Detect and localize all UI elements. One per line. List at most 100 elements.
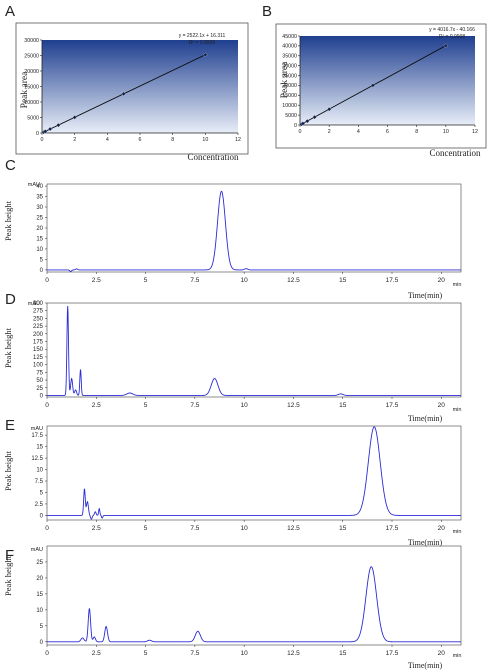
y-tick-label: 10 (36, 468, 43, 474)
data-point (43, 129, 48, 134)
y-tick-label: 12.5 (31, 456, 43, 462)
x-tick-label: 0 (45, 650, 49, 657)
x-tick-label: 8 (415, 129, 418, 135)
x-tick-label: 2.5 (92, 525, 101, 532)
regression-equation: y = 2522.1x + 16.311 (179, 33, 226, 39)
x-tick-label: 20 (438, 277, 446, 284)
y-tick-label: 25 (36, 386, 43, 392)
y-tick-label: 250 (33, 316, 44, 322)
r-squared-value: R² = 0.9999 (189, 40, 215, 46)
data-point (312, 114, 317, 120)
y-tick-label: 25000 (24, 53, 39, 59)
y-tick-label: 2.5 (35, 502, 44, 508)
x-tick-label: 10 (241, 277, 249, 284)
x-axis-label: Time(min) (408, 291, 443, 300)
data-marks (41, 52, 208, 135)
x-tick-label: 2.5 (92, 277, 101, 284)
data-point (72, 115, 77, 120)
x-tick-label: 2 (73, 137, 76, 143)
panel-letter-c: C (5, 157, 16, 174)
x-tick-label: 0 (45, 402, 49, 409)
chromatogram-trace (47, 306, 461, 396)
chromatogram-d: mAU Peak height Time(min) min 0255075100… (3, 301, 461, 423)
x-tick-label: 12.5 (287, 402, 300, 409)
panel-letter-f: F (5, 547, 14, 564)
y-unit-label: mAU (28, 301, 40, 307)
axis-ticks: 0 5 10 15 20 25 0 2.5 5 7.5 10 12.5 15 17.5 20 (36, 560, 445, 657)
x-axis-label: Time(min) (408, 661, 443, 670)
axis-ticks: 0 2.5 5 7.5 10 12.5 15 17.5 0 2.5 5 7.5 10 12.5 15 17.5… (31, 433, 445, 532)
panel-letter-a: A (5, 3, 15, 20)
data-point (56, 122, 61, 128)
x-axis-label: Concentration (188, 152, 239, 162)
x-tick-label: 20 (438, 402, 446, 409)
x-unit-label: min (453, 407, 462, 413)
x-unit-label: min (453, 529, 462, 535)
x-tick-label: 5 (144, 402, 148, 409)
data-point (305, 118, 310, 124)
x-tick-label: 2 (328, 129, 331, 135)
y-tick-label: 0 (36, 131, 39, 137)
y-tick-label: 300 (33, 301, 44, 307)
x-unit-label: min (453, 653, 462, 659)
x-tick-label: 12 (472, 129, 478, 135)
x-axis-label: Concentration (430, 148, 481, 158)
y-tick-label: 5000 (285, 113, 297, 119)
chromatogram-f: mAU Peak height Time(min) min 0 5 10 15 20 25… (3, 545, 462, 670)
x-tick-label: 20 (438, 525, 446, 532)
y-tick-label: 225 (33, 324, 44, 330)
x-tick-label: 15 (339, 650, 347, 657)
plot-frame (46, 545, 462, 646)
x-tick-label: 5 (144, 277, 148, 284)
y-axis-label: Peak area (280, 61, 290, 98)
data-marks (299, 43, 449, 127)
chromatogram-trace (47, 566, 461, 643)
panel-letter-d: D (5, 291, 16, 308)
x-tick-label: 10 (202, 137, 208, 143)
y-tick-label: 7.5 (35, 479, 44, 485)
y-axis-label: Peak height (3, 450, 13, 491)
x-tick-label: 10 (443, 129, 449, 135)
y-tick-label: 100 (33, 363, 44, 369)
data-point (121, 91, 126, 97)
x-tick-label: 4 (357, 129, 360, 135)
x-tick-label: 15 (339, 402, 347, 409)
y-tick-label: 15000 (282, 93, 297, 99)
y-tick-label: 5000 (27, 115, 39, 121)
x-tick-label: 5 (144, 525, 148, 532)
y-unit-label: mAU (31, 426, 43, 432)
y-tick-label: 10 (36, 247, 43, 253)
x-tick-label: 10 (241, 525, 249, 532)
y-axis-label: Peak height (3, 327, 13, 368)
x-tick-label: 12.5 (287, 525, 300, 532)
y-tick-label: 10000 (282, 103, 297, 109)
y-axis-label: Peak height (3, 555, 13, 596)
x-tick-label: 7.5 (190, 402, 199, 409)
y-tick-label: 25000 (282, 73, 297, 79)
x-tick-label: 5 (144, 650, 148, 657)
y-tick-label: 0 (40, 513, 44, 519)
chromatogram-trace (47, 426, 461, 520)
y-tick-label: 200 (33, 332, 44, 338)
x-tick-label: 6 (386, 129, 389, 135)
y-unit-label: mAU (31, 547, 43, 553)
x-tick-label: 4 (106, 137, 109, 143)
data-point (203, 52, 208, 57)
y-tick-label: 125 (33, 355, 44, 361)
x-axis-label: Time(min) (408, 414, 443, 423)
x-tick-label: 2.5 (92, 402, 101, 409)
data-point (326, 106, 332, 112)
y-axis-label: Peak height (3, 200, 13, 241)
y-tick-label: 20 (36, 576, 43, 582)
axis-ticks: 0 5000 10000 15000 20000 25000 30000 35000 40000… (282, 34, 478, 135)
data-point (47, 126, 53, 132)
x-tick-label: 0 (41, 137, 44, 143)
y-tick-label: 0 (40, 640, 44, 646)
plot-frame (46, 183, 462, 273)
calibration-chart-b: Peak area Concentration y = 4016.7x - 40… (275, 23, 487, 158)
x-tick-label: 17.5 (386, 650, 399, 657)
y-tick-label: 10000 (24, 100, 39, 106)
y-tick-label: 10 (36, 608, 43, 614)
